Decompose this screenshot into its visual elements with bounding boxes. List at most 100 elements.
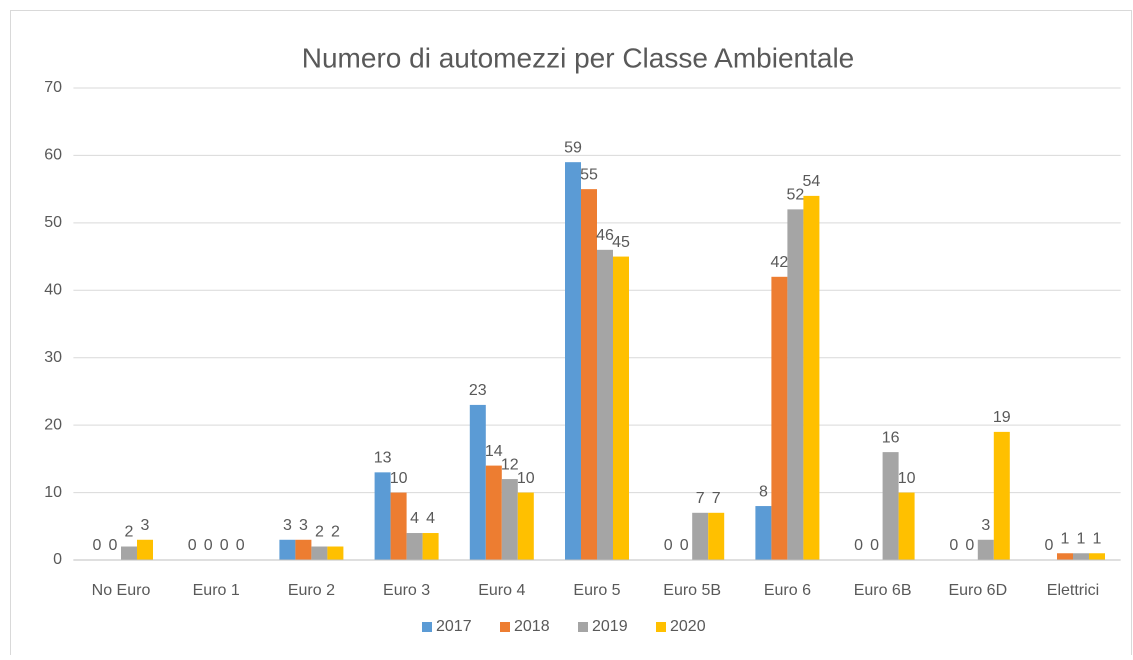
y-tick-label: 30 bbox=[44, 349, 62, 366]
data-label: 10 bbox=[898, 470, 916, 487]
bar bbox=[469, 404, 486, 560]
bar bbox=[121, 546, 137, 560]
y-tick-label: 50 bbox=[44, 214, 62, 231]
data-label: 42 bbox=[771, 254, 789, 271]
x-tick-label: Euro 3 bbox=[383, 582, 430, 599]
data-label: 1 bbox=[1061, 530, 1070, 547]
data-label: 14 bbox=[485, 443, 503, 460]
data-label: 19 bbox=[993, 409, 1011, 426]
bar bbox=[517, 492, 534, 560]
data-label: 10 bbox=[390, 470, 408, 487]
data-label: 0 bbox=[965, 537, 974, 554]
legend-label: 2017 bbox=[436, 618, 472, 635]
data-label: 46 bbox=[596, 227, 614, 244]
bar bbox=[755, 506, 772, 560]
data-label: 1 bbox=[1093, 530, 1102, 547]
y-tick-label: 60 bbox=[44, 147, 62, 164]
bar bbox=[327, 546, 344, 560]
x-tick-label: Elettrici bbox=[1047, 582, 1099, 599]
legend-swatch bbox=[656, 622, 666, 632]
chart-title: Numero di automezzi per Classe Ambiental… bbox=[302, 42, 854, 73]
data-label: 16 bbox=[882, 429, 900, 446]
bar bbox=[1057, 553, 1073, 560]
bar bbox=[422, 533, 439, 560]
x-tick-label: Euro 1 bbox=[193, 582, 240, 599]
data-label: 0 bbox=[188, 537, 197, 554]
bar bbox=[882, 452, 899, 560]
data-label: 13 bbox=[374, 450, 392, 467]
bar bbox=[406, 533, 423, 560]
y-tick-label: 70 bbox=[44, 79, 62, 96]
bar bbox=[390, 492, 407, 560]
data-label: 7 bbox=[712, 490, 721, 507]
x-tick-label: Euro 5 bbox=[573, 582, 620, 599]
data-label: 23 bbox=[469, 382, 487, 399]
legend-label: 2020 bbox=[670, 618, 706, 635]
data-label: 3 bbox=[981, 517, 990, 534]
data-label: 0 bbox=[949, 537, 958, 554]
legend-swatch bbox=[422, 622, 432, 632]
x-tick-label: Euro 6D bbox=[948, 582, 1007, 599]
bar bbox=[771, 276, 788, 560]
bar bbox=[485, 465, 502, 560]
data-label: 0 bbox=[220, 537, 229, 554]
bar bbox=[803, 195, 820, 560]
data-label: 2 bbox=[315, 524, 324, 541]
y-tick-label: 10 bbox=[44, 484, 62, 501]
data-label: 0 bbox=[109, 537, 118, 554]
y-tick-label: 20 bbox=[44, 416, 62, 433]
x-tick-label: Euro 4 bbox=[478, 582, 525, 599]
bar bbox=[279, 539, 296, 560]
data-label: 0 bbox=[664, 537, 673, 554]
bar bbox=[374, 472, 391, 560]
bar bbox=[787, 209, 804, 560]
data-label: 0 bbox=[854, 537, 863, 554]
data-label: 0 bbox=[236, 537, 245, 554]
x-tick-label: Euro 6B bbox=[854, 582, 912, 599]
data-label: 52 bbox=[787, 187, 805, 204]
bar bbox=[613, 256, 629, 560]
x-tick-label: Euro 6 bbox=[764, 582, 811, 599]
data-label: 54 bbox=[803, 173, 821, 190]
bar bbox=[993, 431, 1010, 560]
bar bbox=[501, 479, 518, 560]
bar bbox=[1089, 553, 1105, 560]
bar bbox=[311, 546, 328, 560]
bar bbox=[597, 249, 613, 561]
data-label: 3 bbox=[141, 517, 150, 534]
data-label: 7 bbox=[696, 490, 705, 507]
legend-label: 2018 bbox=[514, 618, 550, 635]
data-label: 0 bbox=[93, 537, 102, 554]
data-label: 4 bbox=[410, 510, 419, 527]
data-label: 0 bbox=[870, 537, 879, 554]
x-tick-label: Euro 5B bbox=[663, 582, 721, 599]
data-label: 55 bbox=[580, 166, 598, 183]
data-label: 0 bbox=[680, 537, 689, 554]
x-tick-label: Euro 2 bbox=[288, 582, 335, 599]
data-label: 59 bbox=[564, 139, 582, 156]
y-tick-label: 0 bbox=[53, 551, 62, 568]
data-label: 8 bbox=[759, 483, 768, 500]
bar bbox=[1073, 553, 1089, 560]
bar bbox=[692, 512, 709, 560]
data-label: 1 bbox=[1077, 530, 1086, 547]
x-tick-label: No Euro bbox=[92, 582, 151, 599]
bar bbox=[581, 189, 597, 560]
data-label: 2 bbox=[125, 524, 134, 541]
data-label: 3 bbox=[299, 517, 308, 534]
bar bbox=[708, 512, 725, 560]
bar bbox=[295, 539, 312, 560]
data-label: 12 bbox=[501, 456, 519, 473]
legend-label: 2019 bbox=[592, 618, 628, 635]
data-label: 4 bbox=[426, 510, 435, 527]
bar bbox=[977, 539, 994, 560]
bar bbox=[565, 162, 581, 560]
bar bbox=[898, 492, 915, 560]
bar bbox=[137, 539, 153, 560]
data-label: 45 bbox=[612, 234, 630, 251]
y-tick-label: 40 bbox=[44, 282, 62, 299]
data-label: 3 bbox=[283, 517, 292, 534]
data-label: 0 bbox=[204, 537, 213, 554]
data-label: 0 bbox=[1045, 537, 1054, 554]
